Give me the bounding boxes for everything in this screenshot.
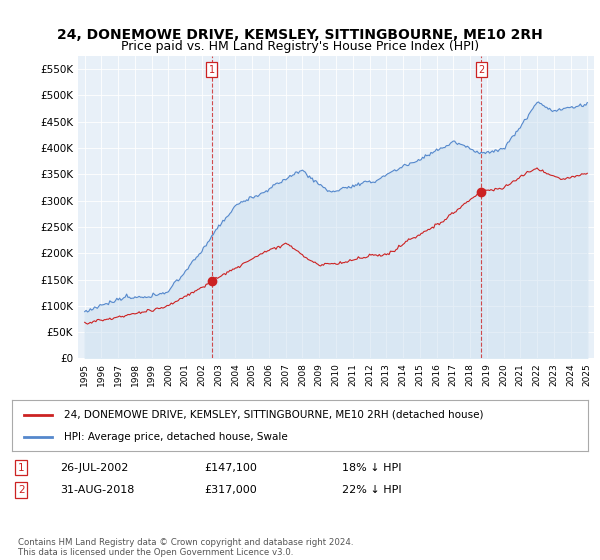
- Text: 2: 2: [478, 64, 484, 74]
- Text: HPI: Average price, detached house, Swale: HPI: Average price, detached house, Swal…: [64, 432, 287, 442]
- Text: 1: 1: [18, 463, 25, 473]
- Text: Contains HM Land Registry data © Crown copyright and database right 2024.
This d: Contains HM Land Registry data © Crown c…: [18, 538, 353, 557]
- Text: 31-AUG-2018: 31-AUG-2018: [60, 485, 134, 495]
- Text: 18% ↓ HPI: 18% ↓ HPI: [342, 463, 401, 473]
- Text: 1: 1: [209, 64, 215, 74]
- Text: £147,100: £147,100: [204, 463, 257, 473]
- Text: £317,000: £317,000: [204, 485, 257, 495]
- Text: 2: 2: [18, 485, 25, 495]
- Text: 26-JUL-2002: 26-JUL-2002: [60, 463, 128, 473]
- Text: 24, DONEMOWE DRIVE, KEMSLEY, SITTINGBOURNE, ME10 2RH: 24, DONEMOWE DRIVE, KEMSLEY, SITTINGBOUR…: [57, 28, 543, 42]
- Text: 24, DONEMOWE DRIVE, KEMSLEY, SITTINGBOURNE, ME10 2RH (detached house): 24, DONEMOWE DRIVE, KEMSLEY, SITTINGBOUR…: [64, 409, 484, 419]
- Text: Price paid vs. HM Land Registry's House Price Index (HPI): Price paid vs. HM Land Registry's House …: [121, 40, 479, 53]
- Text: 22% ↓ HPI: 22% ↓ HPI: [342, 485, 401, 495]
